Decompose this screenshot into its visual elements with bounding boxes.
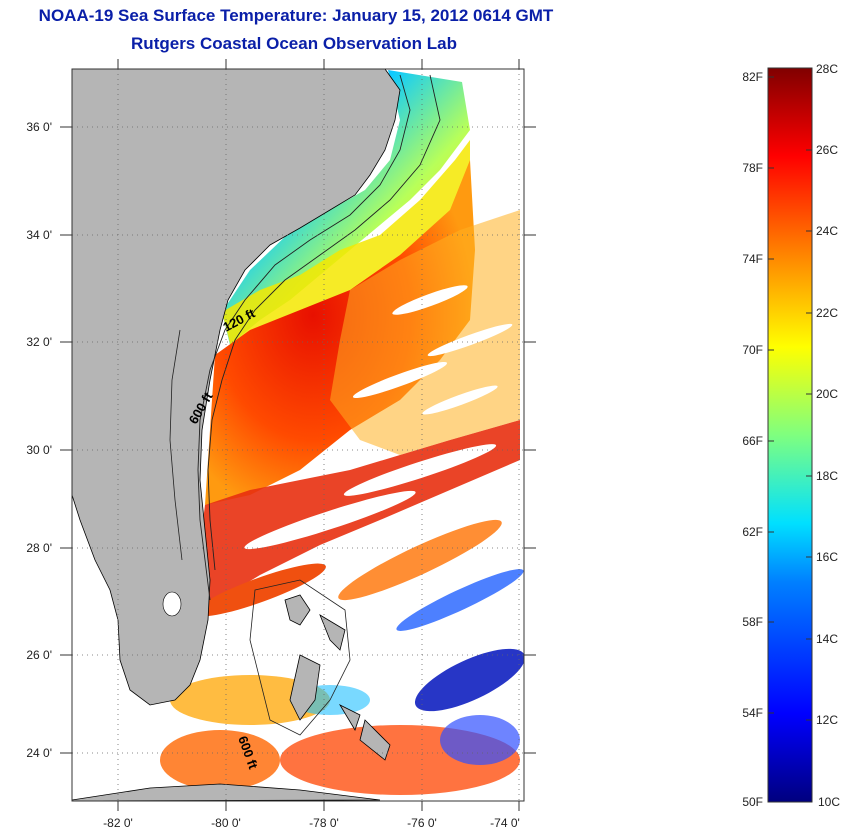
map-title: NOAA-19 Sea Surface Temperature: January… [38,6,554,25]
colorbar-c-label: 22C [816,306,838,320]
colorbar-c-label: 10C [818,795,840,809]
gulf-stream-warm-pool [205,160,475,505]
contour-600ft [207,74,441,571]
lat-tick-label: 36 0' [26,120,52,134]
bahamas-islands [284,594,391,761]
colorbar-f-label: 58F [742,615,763,629]
lon-tick-label: -82 0' [103,816,133,830]
colorbar-c-label: 28C [816,62,838,76]
map-border [71,68,525,802]
colorbar-f-label: 66F [742,434,763,448]
colorbar-c-label: 14C [816,632,838,646]
colorbar-c-label: 26C [816,143,838,157]
lat-tick-label: 24 0' [26,746,52,760]
colorbar-c-label: 18C [816,469,838,483]
latitude-axis: 36 0' 34 0' 32 0' 30 0' 28 0' 26 0' 24 0… [26,120,536,760]
lat-tick-label: 30 0' [26,443,52,457]
colorbar-f-label: 70F [742,343,763,357]
lat-tick-label: 32 0' [26,335,52,349]
colorbar-f-label: 54F [742,706,763,720]
lon-tick-label: -78 0' [309,816,339,830]
colorbar-gradient [767,67,813,803]
contour-120ft [197,74,411,601]
colorbar-f-label: 74F [742,252,763,266]
cloud-gaps [244,285,513,550]
lon-tick-label: -74 0' [490,816,520,830]
colorbar-f-label: 82F [742,70,763,84]
lon-tick-label: -76 0' [407,816,437,830]
map-subtitle: Rutgers Coastal Ocean Observation Lab [131,34,457,53]
contour-shelf-inner [169,329,183,561]
colorbar-c-label: 20C [816,387,838,401]
lon-tick-label: -80 0' [211,816,241,830]
lake-okeechobee [162,591,182,617]
longitude-axis: -82 0' -80 0' -78 0' -76 0' -74 0' [103,59,520,830]
lat-tick-label: 26 0' [26,648,52,662]
contour-bahamas-bank [249,579,351,736]
colorbar-c-label: 16C [816,550,838,564]
colorbar-f-label: 78F [742,161,763,175]
mid-temperature-belt [222,140,470,350]
southern-sst-patches [160,519,524,795]
lat-tick-label: 28 0' [26,541,52,555]
sst-imagery [72,69,524,801]
colorbar-c-label: 12C [816,713,838,727]
temperature-colorbar: 82F 78F 74F 70F 66F 62F 58F 54F 50F 28C … [742,62,840,809]
colorbar-f-label: 62F [742,525,763,539]
colorbar-f-label: 50F [742,795,763,809]
lat-tick-label: 34 0' [26,228,52,242]
cuba-land [72,783,381,801]
map-graticule [72,69,524,801]
cold-coastal-band [222,70,470,345]
colorbar-c-label: 24C [816,224,838,238]
